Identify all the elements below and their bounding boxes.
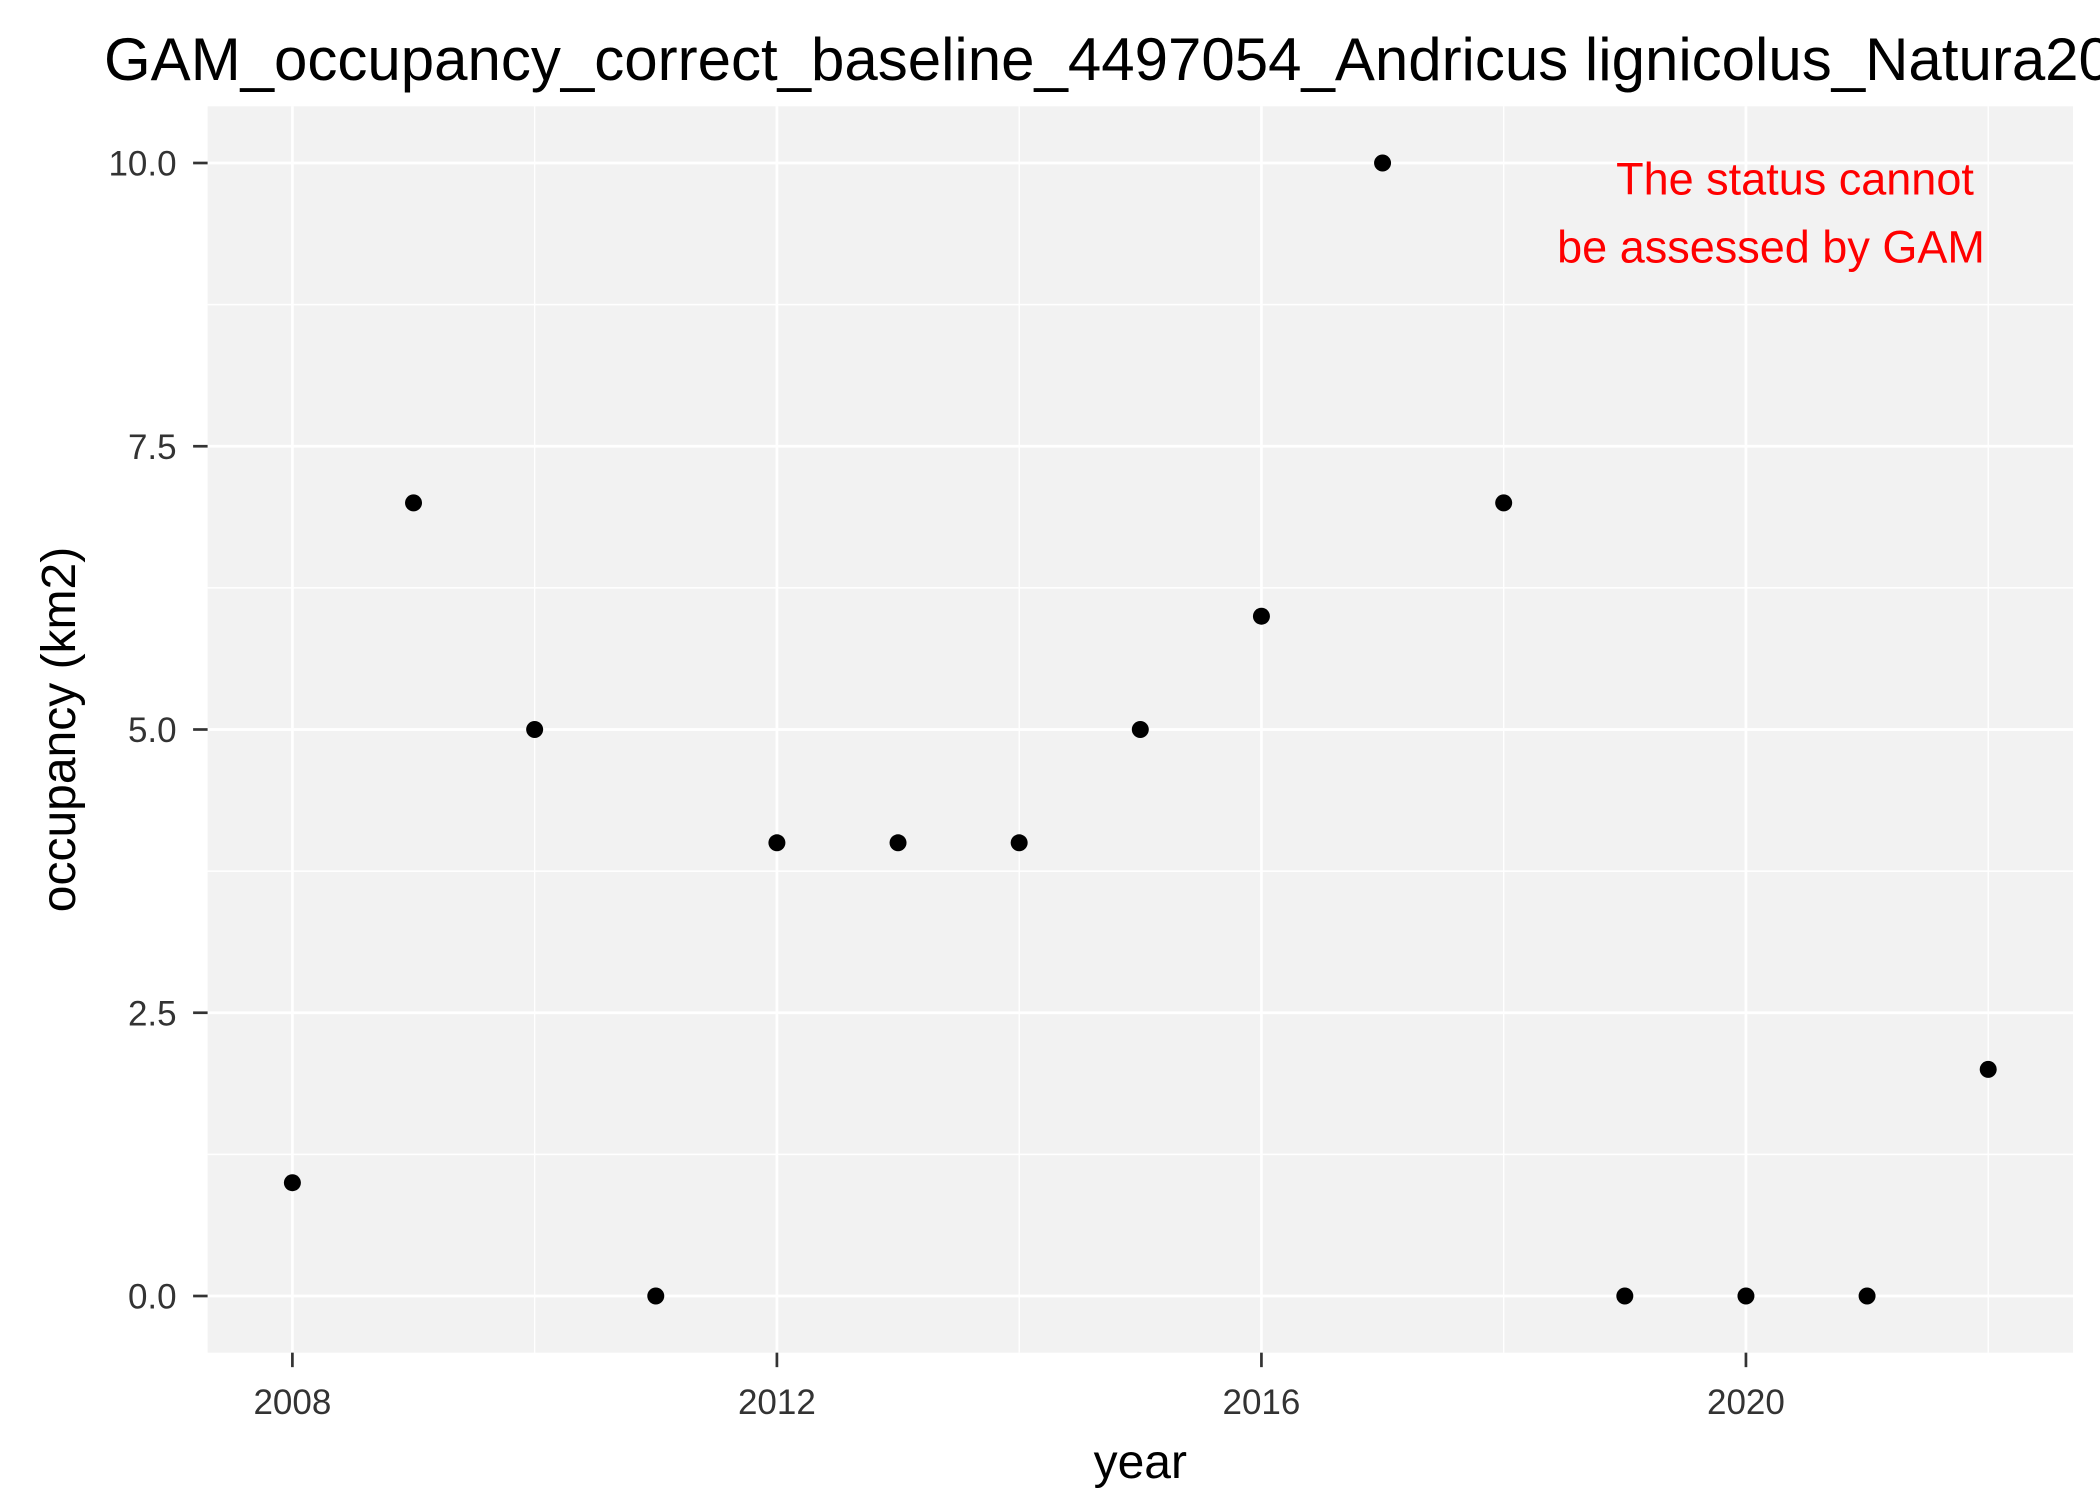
data-point — [526, 721, 544, 738]
x-tick-label: 2020 — [1707, 1383, 1785, 1422]
data-point — [768, 834, 786, 852]
data-point — [1616, 1287, 1634, 1305]
y-tick-label: 7.5 — [128, 428, 177, 467]
data-point — [1131, 721, 1149, 738]
annotation: The status cannot be assessed by GAM — [1557, 154, 1985, 273]
y-tick-label: 2.5 — [128, 994, 177, 1033]
data-point — [1010, 834, 1028, 852]
x-tick-label: 2016 — [1222, 1383, 1300, 1422]
data-point — [1252, 607, 1270, 625]
annotation-line-2: be assessed by GAM — [1557, 222, 1985, 273]
y-axis: 0.0 2.5 5.0 7.5 10.0 — [108, 145, 208, 1317]
x-axis: 2008 2012 2016 2020 — [253, 1352, 1785, 1422]
annotation-line-1: The status cannot — [1616, 154, 1974, 205]
x-tick-label: 2012 — [738, 1383, 816, 1422]
y-axis-title: occupancy (km2) — [33, 547, 86, 912]
data-point — [1374, 154, 1392, 172]
data-point — [1737, 1287, 1755, 1305]
data-point — [283, 1174, 301, 1192]
y-tick-label: 10.0 — [108, 145, 176, 184]
data-point — [1979, 1060, 1997, 1078]
data-point — [889, 834, 907, 852]
y-tick-label: 5.0 — [128, 711, 177, 750]
y-tick-label: 0.0 — [128, 1278, 177, 1317]
x-tick-label: 2008 — [253, 1383, 331, 1422]
x-axis-title: year — [1094, 1436, 1187, 1489]
data-point — [1858, 1287, 1876, 1305]
data-point — [647, 1287, 665, 1305]
data-point — [405, 494, 423, 512]
chart-title: GAM_occupancy_correct_baseline_4497054_A… — [104, 26, 2100, 93]
data-points — [283, 154, 1997, 1305]
data-point — [1495, 494, 1513, 512]
